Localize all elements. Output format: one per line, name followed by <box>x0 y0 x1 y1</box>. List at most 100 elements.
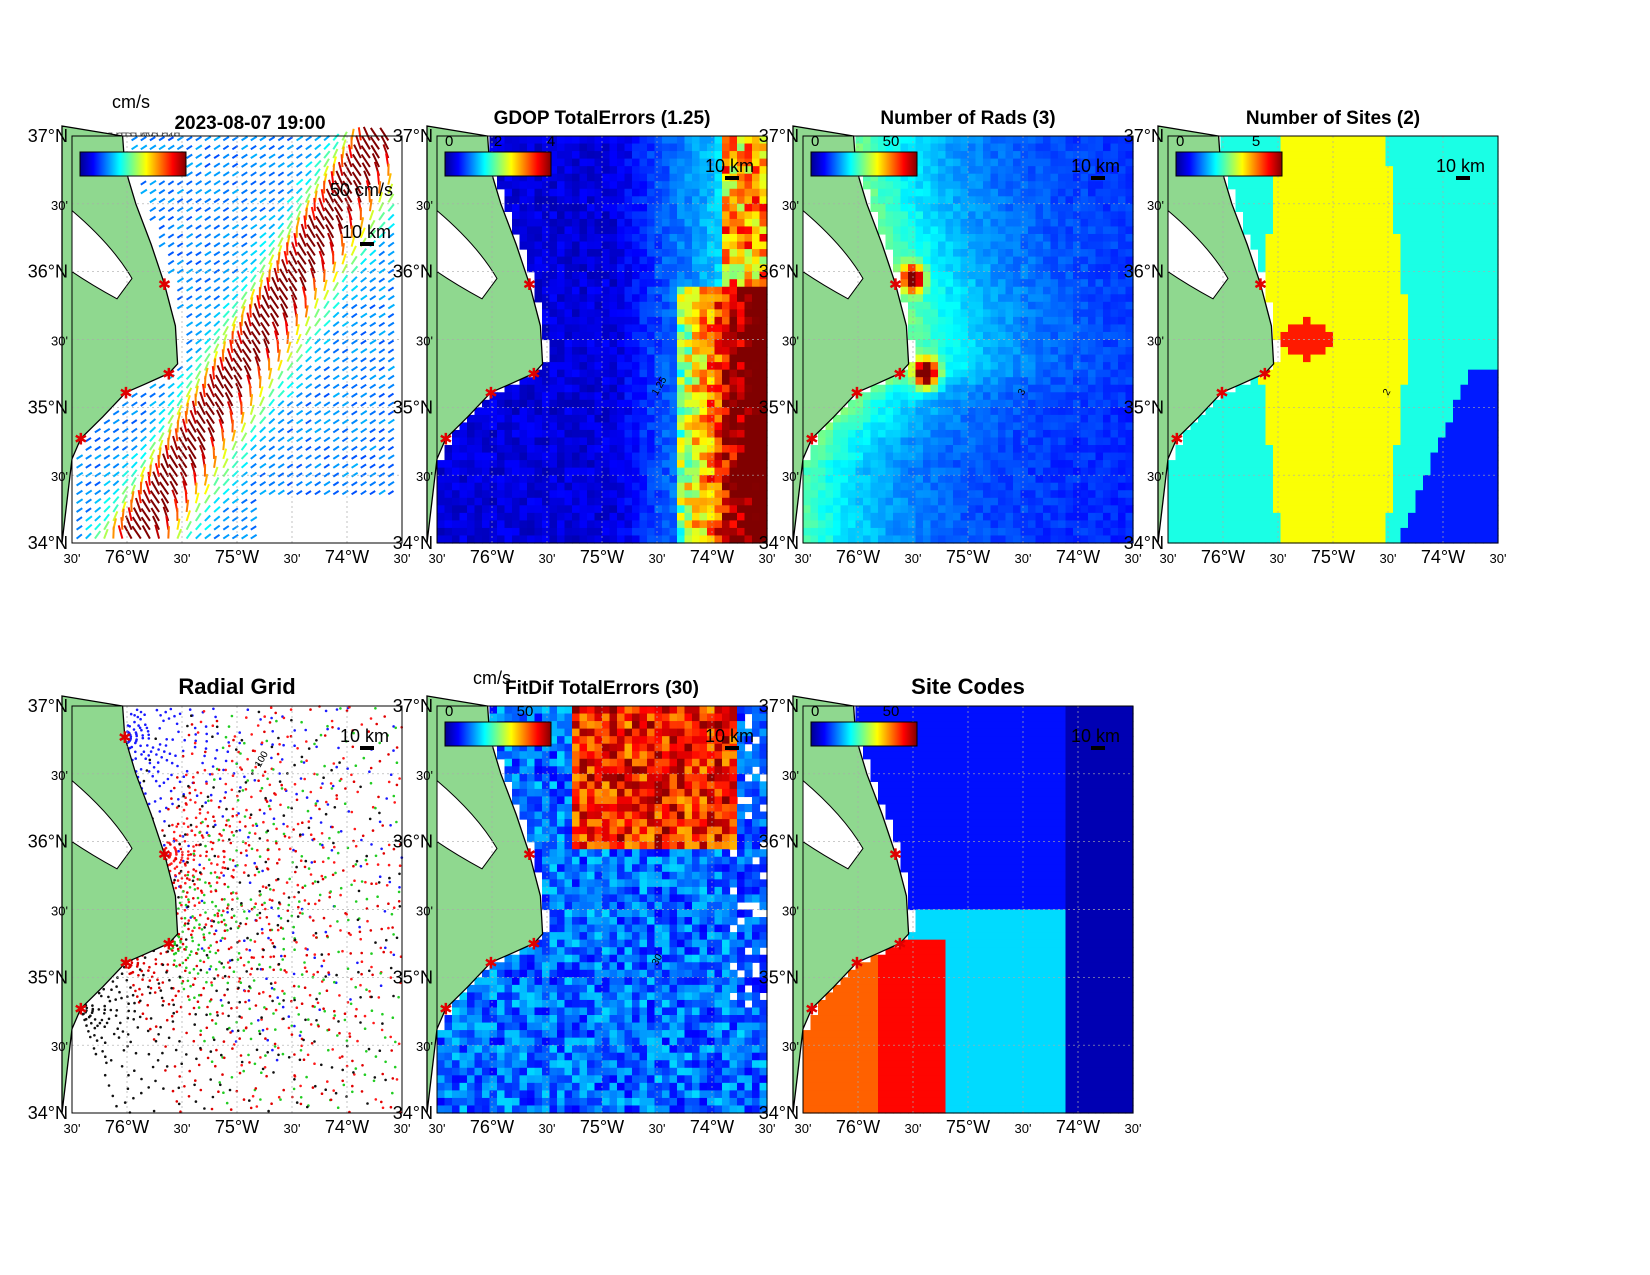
heat-cell <box>662 241 671 250</box>
heat-cell <box>572 181 581 190</box>
heat-cell <box>647 264 656 273</box>
heat-cell <box>938 158 947 167</box>
heat-cell <box>1043 316 1052 326</box>
heat-cell <box>1005 181 1014 190</box>
heat-cell <box>662 520 671 529</box>
heat-cell <box>587 143 596 152</box>
heat-cell <box>564 218 573 228</box>
heat-cell <box>968 475 977 484</box>
heat-cell <box>632 249 641 258</box>
heat-cell <box>669 158 678 167</box>
heat-cell <box>960 445 969 454</box>
current-vector <box>222 285 230 292</box>
heat-cell <box>729 354 738 363</box>
heat-cell <box>669 362 678 371</box>
heat-cell <box>744 512 753 521</box>
heat-cell <box>737 241 746 250</box>
heat-cell <box>953 399 962 408</box>
heat-cell <box>1035 256 1044 265</box>
current-vector <box>169 480 179 495</box>
heat-cell <box>609 143 618 152</box>
heat-cell <box>1088 475 1097 484</box>
heat-cell <box>662 339 671 348</box>
lon-tick-label: 30' <box>284 551 301 566</box>
heat-cell <box>624 136 633 145</box>
heat-cell <box>998 460 1007 469</box>
heat-cell <box>557 445 566 454</box>
heat-cell <box>863 460 872 469</box>
heat-cell <box>489 482 498 491</box>
heat-cell <box>1065 512 1074 521</box>
heat-cell <box>1058 467 1067 476</box>
heat-cell <box>729 203 738 212</box>
heat-cell <box>1050 196 1059 205</box>
heat-cell <box>1095 136 1104 145</box>
heat-cell <box>923 158 932 167</box>
heat-cell <box>855 437 864 446</box>
heat-cell <box>975 445 984 454</box>
heat-cell <box>692 233 701 243</box>
current-vector <box>167 373 175 381</box>
current-vector <box>213 144 221 151</box>
heat-cell <box>1005 527 1014 537</box>
current-vector <box>232 348 243 363</box>
heat-cell <box>968 422 977 431</box>
heat-cell <box>729 143 738 152</box>
heat-cell <box>983 362 992 371</box>
heat-cell <box>983 309 992 318</box>
heat-cell <box>990 211 999 220</box>
heat-cell <box>632 166 641 175</box>
heat-cell <box>1043 482 1052 491</box>
heat-cell <box>759 324 768 333</box>
current-vector <box>195 153 203 159</box>
heat-cell <box>557 497 566 506</box>
heat-cell <box>579 218 588 228</box>
heat-cell <box>1058 392 1067 401</box>
heat-cell <box>594 226 603 235</box>
current-vector <box>213 224 221 230</box>
current-vector <box>158 425 165 433</box>
heat-cell <box>564 512 573 521</box>
heat-cell <box>983 535 992 544</box>
current-vector <box>158 180 166 186</box>
heat-cell <box>639 151 648 160</box>
heat-cell <box>968 460 977 469</box>
heat-cell <box>692 324 701 333</box>
current-vector <box>241 144 249 151</box>
heat-cell <box>759 347 768 356</box>
heat-cell <box>714 279 723 288</box>
heat-cell <box>863 505 872 514</box>
lat-tick-label: 37°N <box>28 126 68 146</box>
heat-cell <box>915 196 924 205</box>
heat-cell <box>504 475 513 484</box>
heat-cell <box>1005 294 1014 303</box>
heat-cell <box>594 143 603 152</box>
heat-cell <box>534 512 543 521</box>
heat-cell <box>587 271 596 280</box>
heat-cell <box>1080 188 1089 197</box>
heat-cell <box>579 264 588 273</box>
heat-cell <box>1088 460 1097 469</box>
heat-cell <box>953 158 962 167</box>
heat-cell <box>669 482 678 491</box>
heat-cell <box>654 414 663 424</box>
heat-cell <box>818 527 827 537</box>
heat-cell <box>587 414 596 424</box>
heat-cell <box>549 226 558 235</box>
heat-cell <box>744 399 753 408</box>
heat-cell <box>542 437 551 446</box>
heat-cell <box>624 384 633 393</box>
heat-cell <box>677 445 686 454</box>
current-vector <box>121 419 129 425</box>
heat-cell <box>512 218 521 228</box>
colorbar-unit: cm/s <box>112 92 150 112</box>
heat-cell <box>1058 256 1067 265</box>
heat-cell <box>1028 422 1037 431</box>
heat-cell <box>737 196 746 205</box>
heat-cell <box>737 347 746 356</box>
heat-cell <box>990 249 999 258</box>
heat-cell <box>527 181 536 190</box>
heat-cell <box>1080 399 1089 408</box>
heat-cell <box>557 422 566 431</box>
heat-cell <box>885 429 894 439</box>
